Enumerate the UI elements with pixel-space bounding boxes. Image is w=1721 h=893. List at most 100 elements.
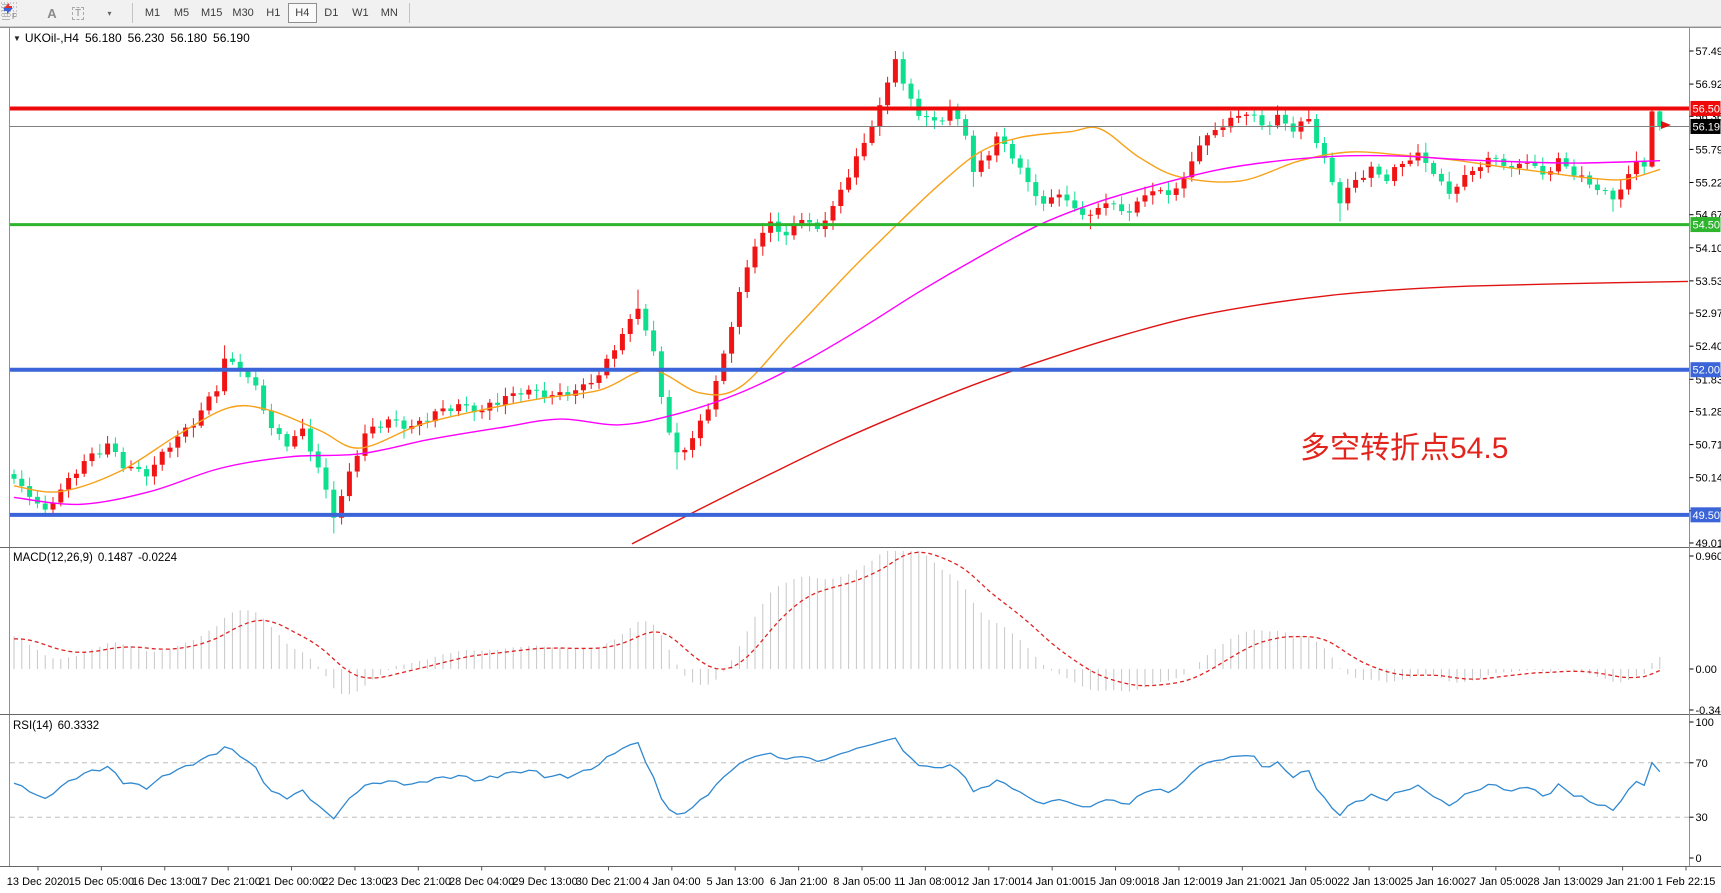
rsi-tick-label: 70 bbox=[1696, 758, 1708, 770]
collapse-triangle-icon[interactable]: ▼ bbox=[13, 34, 21, 43]
candle-body bbox=[1306, 119, 1312, 122]
candle-body bbox=[393, 419, 399, 421]
price-tick-label: 52.405 bbox=[1696, 341, 1721, 353]
timeframe-button-d1[interactable]: D1 bbox=[317, 3, 346, 23]
timeframe-button-m5[interactable]: M5 bbox=[167, 3, 196, 23]
candle-body bbox=[1173, 188, 1179, 195]
candle-body bbox=[1501, 158, 1507, 166]
price-tick-label: 51.280 bbox=[1696, 406, 1721, 418]
candle-body bbox=[1657, 111, 1663, 127]
candle-body bbox=[697, 420, 703, 439]
candle-body bbox=[448, 408, 454, 412]
candle-body bbox=[1376, 166, 1382, 175]
candle-body bbox=[1438, 173, 1444, 182]
time-tick-label: 22 Jan 13:00 bbox=[1337, 876, 1401, 888]
candle-body bbox=[1431, 162, 1437, 174]
time-tick-label: 17 Dec 21:00 bbox=[195, 876, 260, 888]
candle-body bbox=[214, 391, 220, 397]
arrow-objects-tool-button[interactable]: ▾ bbox=[3, 2, 127, 24]
price-box bbox=[1690, 362, 1721, 378]
candle-body bbox=[931, 117, 937, 121]
candle-body bbox=[456, 404, 462, 412]
candle-body bbox=[518, 393, 524, 395]
candle-body bbox=[175, 436, 181, 448]
price-tick-label: 54.100 bbox=[1696, 243, 1721, 255]
timeframe-button-m30[interactable]: M30 bbox=[227, 3, 258, 23]
time-tick-label: 25 Jan 16:00 bbox=[1401, 876, 1465, 888]
time-tick-label: 15 Dec 05:00 bbox=[69, 876, 134, 888]
time-tick-label: 27 Jan 05:00 bbox=[1464, 876, 1528, 888]
candle-body bbox=[1337, 182, 1343, 204]
candle-body bbox=[1618, 189, 1624, 200]
timeframe-button-h1[interactable]: H1 bbox=[259, 3, 288, 23]
toolbar-separator bbox=[132, 3, 133, 23]
time-tick-label: 23 Dec 21:00 bbox=[386, 876, 451, 888]
candle-body bbox=[1345, 187, 1351, 204]
candle-body bbox=[1251, 114, 1257, 116]
time-tick-label: 13 Dec 2020 bbox=[7, 876, 69, 888]
candle-body bbox=[908, 83, 914, 99]
candle-body bbox=[1540, 165, 1546, 175]
candle-body bbox=[245, 371, 251, 378]
time-tick-label: 6 Jan 21:00 bbox=[770, 876, 828, 888]
candle-body bbox=[1602, 190, 1608, 192]
candle-body bbox=[853, 156, 859, 178]
candle-body bbox=[502, 396, 508, 405]
time-tick-label: 16 Dec 13:00 bbox=[132, 876, 197, 888]
candle-body bbox=[1158, 190, 1164, 192]
price-box-label: 54.500 bbox=[1693, 220, 1721, 232]
fibonacci-tool-button[interactable]: F bbox=[1, 2, 39, 24]
text-tool-button[interactable]: T bbox=[65, 2, 91, 24]
candle-body bbox=[846, 177, 852, 190]
candle-body bbox=[612, 350, 618, 359]
candle-body bbox=[1009, 143, 1015, 159]
candle-body bbox=[385, 419, 391, 428]
candle-body bbox=[666, 396, 672, 433]
candle-body bbox=[229, 358, 235, 362]
candle-body bbox=[1290, 123, 1296, 132]
candle-body bbox=[1142, 195, 1148, 202]
timeframe-button-h4[interactable]: H4 bbox=[287, 3, 317, 23]
fibonacci-icon: F bbox=[1, 2, 17, 20]
candle-body bbox=[557, 392, 563, 396]
candle-body bbox=[1056, 194, 1062, 198]
candle-body bbox=[1399, 163, 1405, 168]
candle-body bbox=[1509, 165, 1515, 169]
candle-body bbox=[963, 119, 969, 136]
candle-body bbox=[1446, 181, 1452, 194]
price-tick-label: 57.490 bbox=[1696, 46, 1721, 58]
candle-body bbox=[939, 120, 945, 122]
timeframe-button-mn[interactable]: MN bbox=[375, 3, 404, 23]
candle-body bbox=[237, 361, 243, 372]
timeframe-button-m1[interactable]: M1 bbox=[138, 3, 167, 23]
candle-body bbox=[1571, 166, 1577, 176]
candle-body bbox=[924, 115, 930, 118]
text-label-tool-button[interactable]: A bbox=[39, 2, 65, 24]
candle-body bbox=[151, 464, 157, 477]
candle-body bbox=[1392, 167, 1398, 182]
candle-body bbox=[81, 461, 87, 474]
candle-body bbox=[1626, 174, 1632, 190]
candle-body bbox=[1197, 145, 1203, 162]
candle-body bbox=[877, 105, 883, 127]
toolbar-drag-handle[interactable] bbox=[2, 4, 10, 22]
time-tick-label: 5 Jan 13:00 bbox=[706, 876, 764, 888]
candle-body bbox=[1485, 157, 1491, 168]
candle-body bbox=[947, 108, 953, 121]
candle-body bbox=[1041, 196, 1047, 204]
price-box bbox=[1690, 118, 1721, 134]
candle-body bbox=[534, 389, 540, 391]
candle-body bbox=[1555, 158, 1561, 172]
time-tick-label: 11 Jan 08:00 bbox=[894, 876, 957, 888]
timeframe-toolbar: M1 M5 M15 M30 H1 H4 D1 W1 MN bbox=[138, 3, 404, 23]
toolbar-separator bbox=[408, 3, 410, 23]
macd-tick-label: -0.3477 bbox=[1696, 705, 1721, 717]
candle-body bbox=[1353, 179, 1359, 188]
candle-body bbox=[604, 358, 610, 376]
candle-body bbox=[73, 473, 79, 479]
candle-body bbox=[284, 434, 290, 447]
candle-body bbox=[183, 427, 189, 437]
timeframe-button-m15[interactable]: M15 bbox=[196, 3, 227, 23]
timeframe-button-w1[interactable]: W1 bbox=[346, 3, 375, 23]
